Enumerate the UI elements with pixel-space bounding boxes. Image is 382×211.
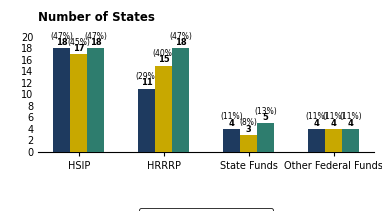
Text: (11%): (11%) (339, 112, 362, 121)
Text: 3: 3 (246, 124, 252, 134)
Bar (308, 129, 325, 152)
Text: (47%): (47%) (169, 32, 192, 41)
Bar (240, 135, 257, 152)
Bar (172, 48, 189, 152)
Legend: 2009, 2010, 2011: 2009, 2010, 2011 (139, 208, 274, 211)
Bar (223, 129, 240, 152)
Text: (11%): (11%) (305, 112, 328, 121)
Text: 18: 18 (175, 38, 187, 47)
Text: 4: 4 (348, 119, 353, 128)
Bar (87, 48, 104, 152)
Text: 11: 11 (141, 78, 153, 88)
Text: (47%): (47%) (50, 32, 73, 41)
Bar (257, 123, 274, 152)
Text: (40%): (40%) (152, 49, 175, 58)
Text: Number of States: Number of States (38, 11, 155, 24)
Bar (138, 89, 155, 152)
Text: (11%): (11%) (220, 112, 243, 121)
Text: (47%): (47%) (84, 32, 107, 41)
Text: (29%): (29%) (136, 72, 158, 81)
Text: 15: 15 (158, 55, 170, 64)
Text: (13%): (13%) (254, 107, 277, 116)
Text: 4: 4 (314, 119, 320, 128)
Bar (70, 54, 87, 152)
Bar (325, 129, 342, 152)
Bar (342, 129, 359, 152)
Text: 17: 17 (73, 44, 85, 53)
Text: 18: 18 (90, 38, 102, 47)
Bar (53, 48, 70, 152)
Text: 18: 18 (56, 38, 68, 47)
Text: (8%): (8%) (240, 118, 258, 127)
Text: 4: 4 (229, 119, 235, 128)
Text: 5: 5 (263, 113, 269, 122)
Text: (11%): (11%) (322, 112, 345, 121)
Text: (45%): (45%) (68, 38, 91, 47)
Text: 4: 4 (331, 119, 337, 128)
Bar (155, 66, 172, 152)
